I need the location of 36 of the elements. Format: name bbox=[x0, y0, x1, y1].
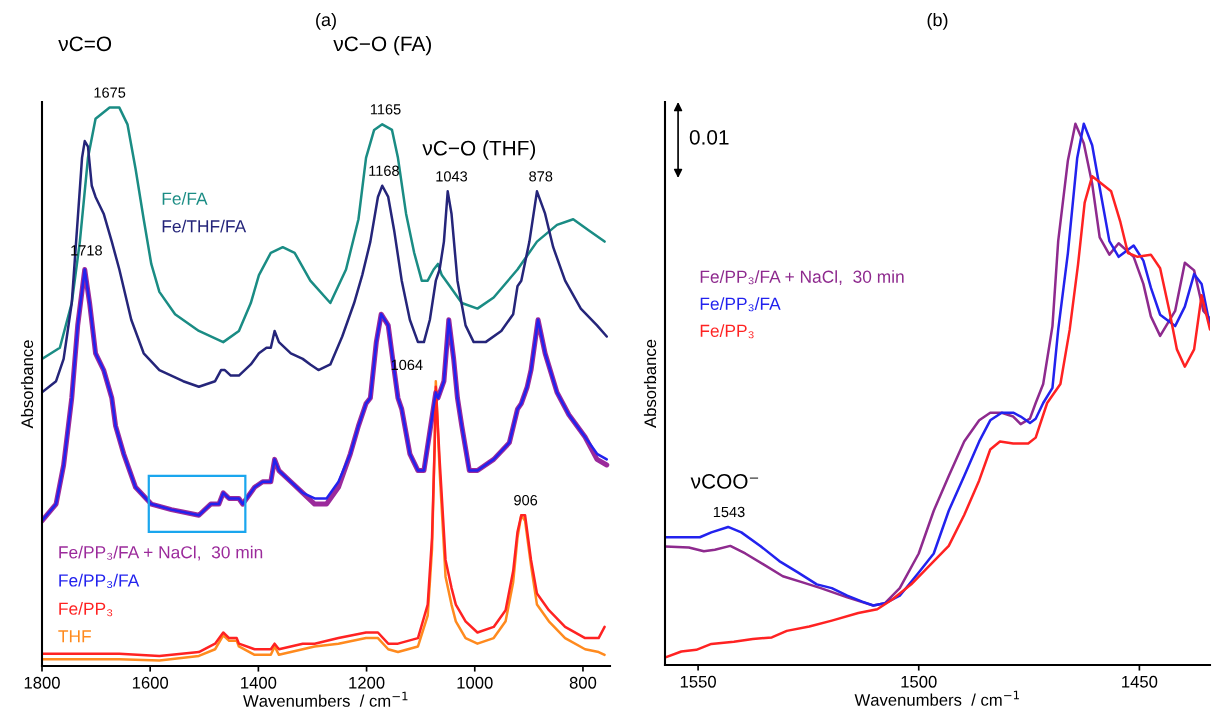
x-tick-label: 1500 bbox=[901, 675, 937, 688]
x-tick-label: 1450 bbox=[1122, 675, 1158, 688]
x-axis-title: Wavenumbers / cm$^{−1}$ bbox=[854, 690, 1019, 706]
annotation: 0.01 bbox=[689, 130, 729, 145]
x-tick-label: 1200 bbox=[349, 676, 385, 689]
text: Fe/PP₃/FA bbox=[59, 573, 140, 589]
annotation: 1543 bbox=[713, 506, 745, 518]
text: Fe/PP₃/FA bbox=[700, 297, 781, 312]
annotation: 1165 bbox=[370, 104, 401, 115]
x-tick-label: 1800 bbox=[24, 676, 60, 689]
series-label: THF bbox=[58, 630, 91, 643]
text: νC−O (FA) bbox=[333, 35, 431, 56]
x-tick-label: 1600 bbox=[132, 676, 169, 689]
chart-title: (b) bbox=[927, 13, 948, 30]
x-tick-label: 1400 bbox=[241, 676, 277, 689]
y-axis-title: Absorbance bbox=[20, 340, 34, 429]
text: νC=O bbox=[58, 36, 112, 52]
annotation: 1043 bbox=[436, 171, 468, 182]
text: Fe/PP₃ bbox=[59, 602, 113, 617]
annotation: νCOO⁻ bbox=[690, 473, 759, 489]
series-label: Fe/FA bbox=[162, 192, 208, 205]
x-tick-label: 1000 bbox=[457, 676, 493, 689]
annotation: 1168 bbox=[369, 165, 399, 176]
text: Fe/PP₃ bbox=[700, 324, 754, 339]
annotation: 906 bbox=[514, 495, 538, 506]
y-axis-title: Absorbance bbox=[643, 339, 657, 428]
chart-title: (a) bbox=[316, 12, 336, 30]
annotation: 1675 bbox=[94, 87, 126, 98]
x-tick-label: 800 bbox=[569, 676, 597, 689]
annotation: νC−O (THF) bbox=[422, 140, 536, 160]
annotation: 878 bbox=[529, 171, 553, 182]
text: Fe/THF/FA bbox=[162, 219, 247, 233]
x-axis-title: Wavenumbers / cm$^{−1}$ bbox=[243, 691, 408, 707]
x-tick-label: 1550 bbox=[680, 675, 716, 688]
text: Fe/PP₃/FA + NaCl, 30 min bbox=[700, 270, 904, 285]
series-label: Fe/PP₃/FA + NaCl, 30 min bbox=[59, 545, 263, 561]
